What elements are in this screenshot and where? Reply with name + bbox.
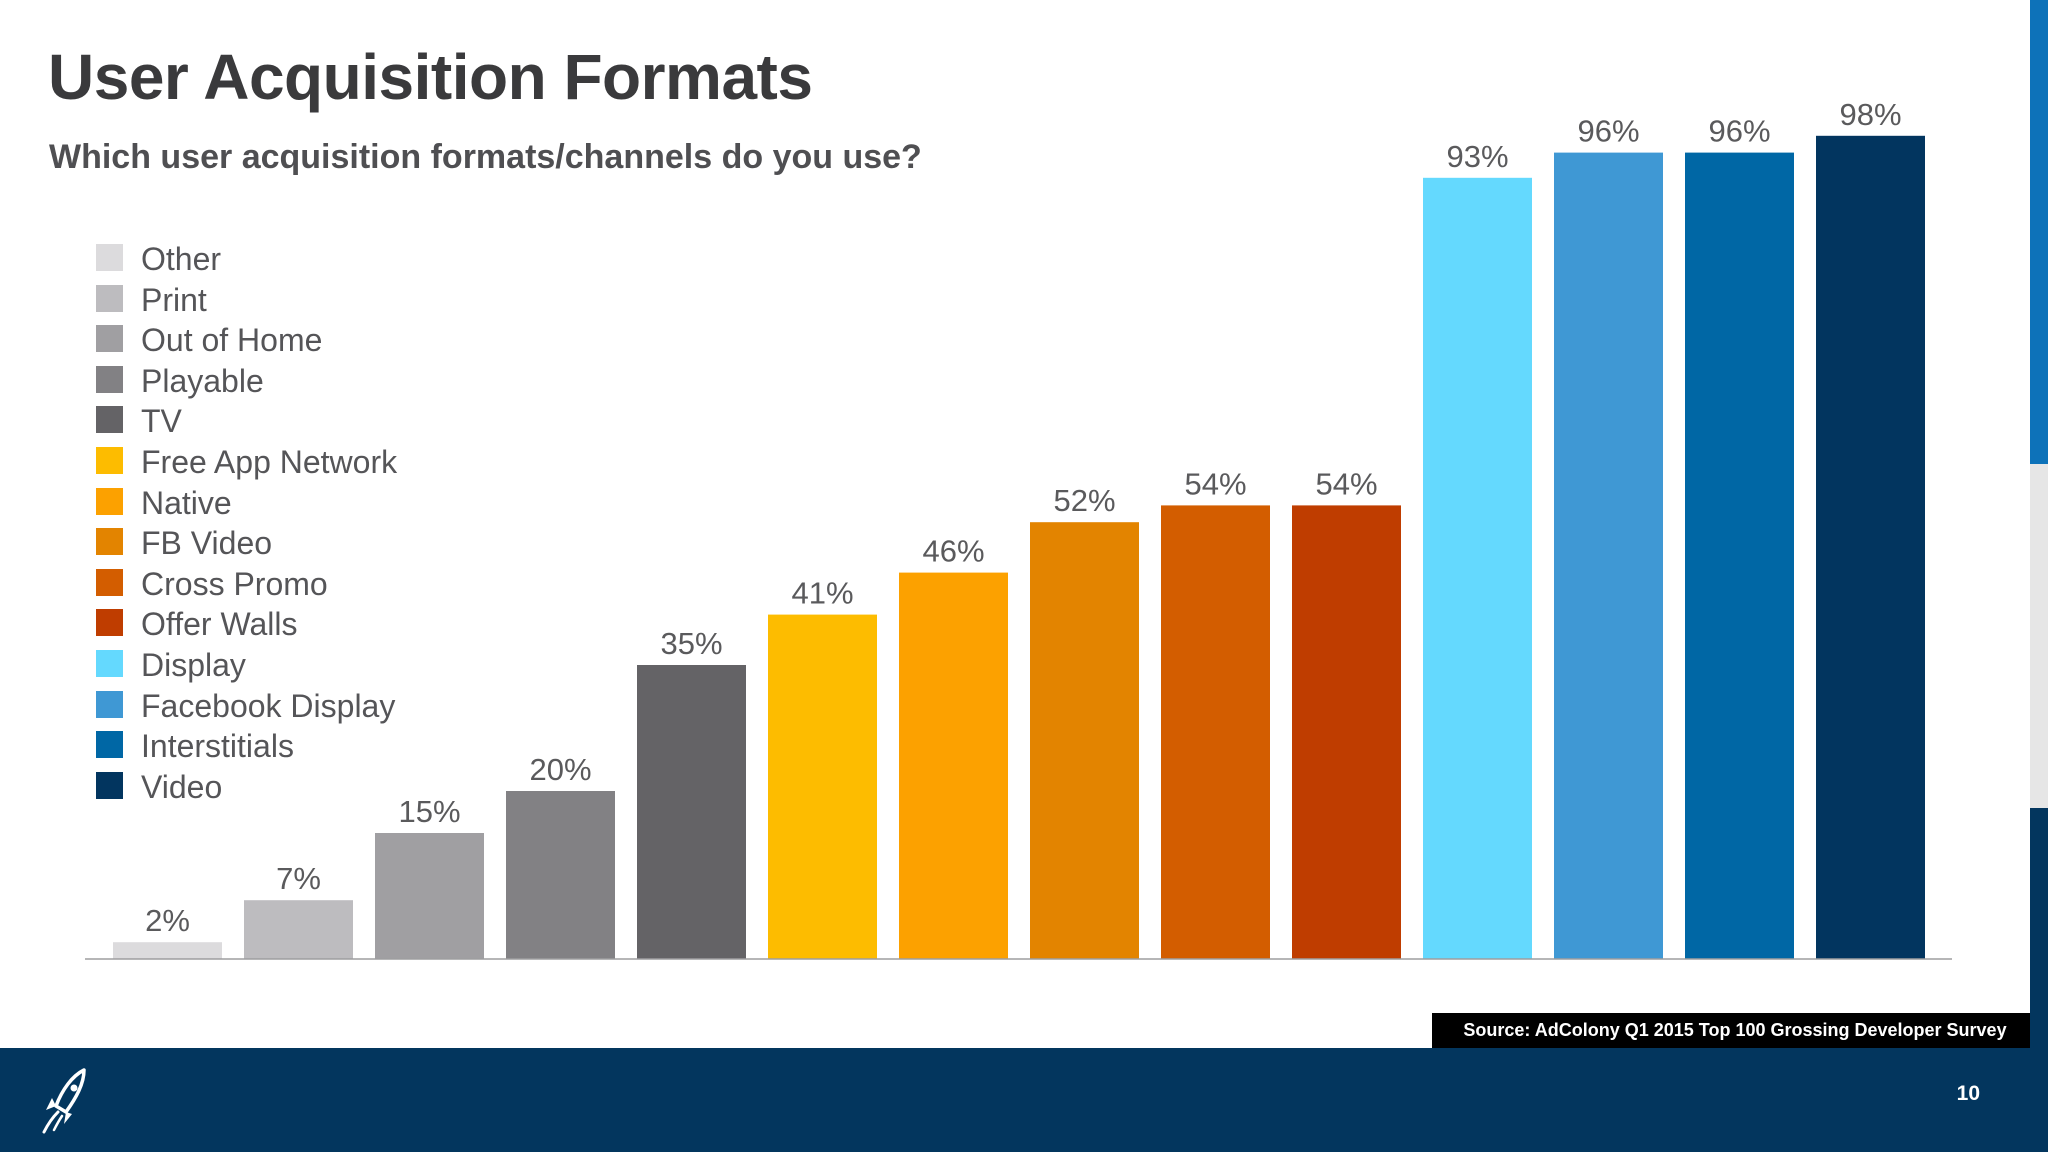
bar-fb-video	[1030, 522, 1139, 959]
bar-value-label: 7%	[276, 861, 321, 896]
legend-label: Free App Network	[141, 443, 398, 480]
rocket-logo-icon	[42, 1068, 86, 1134]
bar-value-label: 54%	[1315, 466, 1377, 501]
legend-swatch	[96, 731, 123, 759]
bar-cross-promo	[1161, 505, 1270, 959]
data-labels: 2% 7% 15% 20% 35% 41% 46% 52% 54% 54% 93% 96% 96% 98%	[145, 97, 1901, 938]
legend-label: Out of Home	[141, 322, 323, 359]
side-accent-strip	[2030, 0, 2048, 464]
legend-label: FB Video	[141, 525, 273, 562]
legend-label: TV	[141, 403, 182, 440]
bar-value-label: 35%	[660, 626, 722, 661]
legend-swatch	[96, 325, 123, 353]
bar-chart: 2% 7% 15% 20% 35% 41% 46% 52% 54% 54% 93% 96% 96% 98%	[85, 97, 1952, 960]
slide-subtitle: Which user acquisition formats/channels …	[49, 138, 922, 176]
bar-playable	[506, 791, 615, 959]
side-accent-strip	[2030, 808, 2048, 1048]
bar-tv	[637, 665, 746, 959]
bar-print	[244, 900, 353, 959]
legend-label: Other	[141, 241, 222, 277]
legend-swatch	[96, 528, 123, 556]
bar-video	[1816, 135, 1925, 960]
legend-label: Cross Promo	[141, 565, 328, 602]
bar-value-label: 20%	[529, 752, 591, 787]
bar-value-label: 41%	[791, 576, 853, 611]
bar-value-label: 93%	[1446, 139, 1508, 174]
side-accent-strip	[2030, 464, 2048, 808]
legend-label: Video	[141, 768, 223, 805]
bar-series	[113, 135, 1925, 960]
bar-other	[113, 942, 222, 959]
legend-swatch	[96, 487, 123, 515]
footer-bar: 10	[0, 1048, 2048, 1152]
bar-display	[1423, 177, 1532, 960]
legend-swatch	[96, 649, 123, 677]
bar-native	[899, 572, 1008, 959]
legend-swatch	[96, 568, 123, 596]
bar-value-label: 54%	[1184, 466, 1246, 501]
legend-label: Facebook Display	[141, 687, 396, 724]
legend-swatch	[96, 244, 123, 271]
legend-swatch	[96, 609, 123, 637]
legend-swatch	[96, 406, 123, 434]
bar-out-of-home	[375, 833, 484, 959]
bar-value-label: 2%	[145, 903, 190, 938]
legend-swatch	[96, 771, 123, 799]
source-note: Source: AdColony Q1 2015 Top 100 Grossin…	[1432, 1013, 2038, 1048]
legend-label: Display	[141, 646, 246, 683]
legend-label: Playable	[141, 362, 264, 399]
bar-value-label: 96%	[1577, 114, 1639, 149]
bar-interstitials	[1685, 152, 1794, 960]
legend-label: Native	[141, 484, 232, 521]
legend-label: Interstitials	[141, 728, 294, 765]
bar-value-label: 46%	[922, 534, 984, 569]
legend-swatch	[96, 365, 123, 393]
bar-free-app-network	[768, 614, 877, 959]
page-number: 10	[1956, 1082, 1980, 1105]
slide-title: User Acquisition Formats	[48, 41, 813, 113]
bar-value-label: 52%	[1053, 483, 1115, 518]
bar-value-label: 98%	[1839, 97, 1901, 132]
legend-swatch	[96, 446, 123, 474]
bar-value-label: 15%	[398, 794, 460, 829]
bar-value-label: 96%	[1708, 114, 1770, 149]
bar-offer-walls	[1292, 505, 1401, 959]
bar-facebook-display	[1554, 152, 1663, 960]
legend-swatch	[96, 284, 123, 312]
legend-label: Print	[141, 281, 207, 318]
legend-swatch	[96, 690, 123, 718]
legend-label: Offer Walls	[141, 606, 298, 643]
